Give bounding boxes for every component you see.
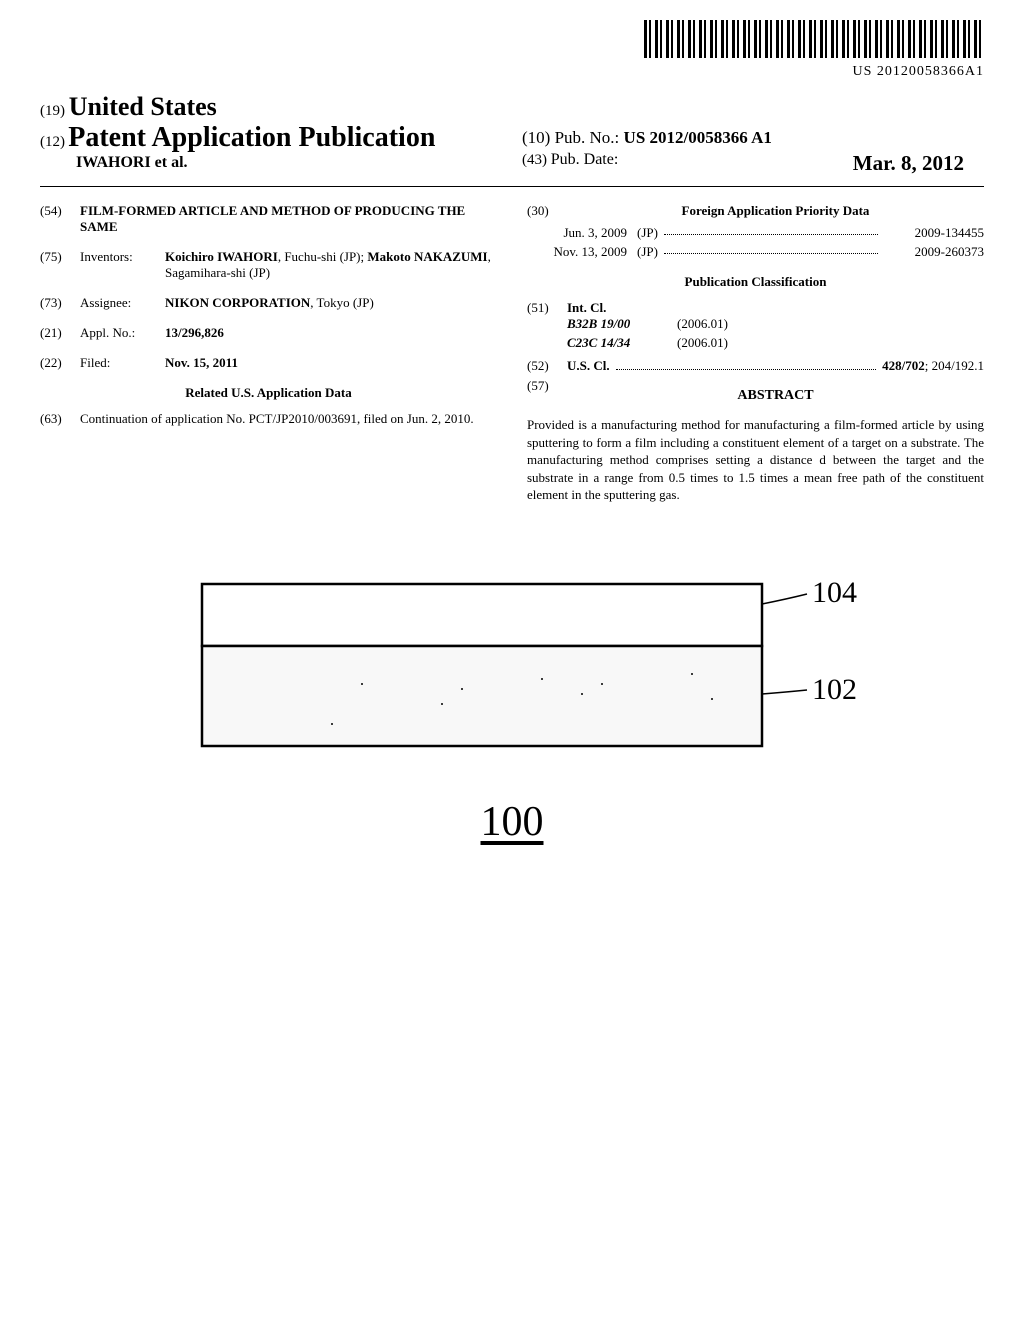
pub-class-heading: Publication Classification (527, 274, 984, 290)
inventor-1: Koichiro IWAHORI (165, 249, 278, 264)
filed-num: (22) (40, 355, 80, 371)
abstract-heading: ABSTRACT (567, 388, 984, 404)
uscl-value-rest: ; 204/192.1 (925, 358, 984, 374)
priority-row: Nov. 13, 2009 (JP) 2009-260373 (527, 244, 984, 260)
filed-field: (22) Filed: Nov. 15, 2011 (40, 355, 497, 371)
intcl-block: Int. Cl. B32B 19/00 (2006.01) C23C 14/34… (567, 300, 984, 354)
pub-no-line: (10) Pub. No.: US 2012/0058366 A1 (522, 128, 984, 148)
barcode-number: US 20120058366A1 (40, 64, 984, 80)
title-text: FILM-FORMED ARTICLE AND METHOD OF PRODUC… (80, 203, 497, 235)
figure-area: 104 102 100 (40, 564, 984, 846)
intcl-num: (51) (527, 300, 567, 316)
priority-table: Jun. 3, 2009 (JP) 2009-134455 Nov. 13, 2… (527, 225, 984, 260)
priority-country: (JP) (637, 244, 658, 260)
left-column: (54) FILM-FORMED ARTICLE AND METHOD OF P… (40, 203, 497, 504)
label-line-102 (762, 690, 807, 694)
assignee-label: Assignee: (80, 295, 165, 311)
barcode-region: US 20120058366A1 (40, 20, 984, 80)
abstract-num: (57) (527, 378, 567, 394)
pub-date-code: (43) (522, 152, 547, 168)
uscl-label: U.S. Cl. (567, 358, 610, 374)
priority-country: (JP) (637, 225, 658, 241)
abstract-body: Provided is a manufacturing method for m… (527, 416, 984, 504)
body-columns: (54) FILM-FORMED ARTICLE AND METHOD OF P… (40, 203, 984, 504)
intcl-date: (2006.01) (677, 316, 728, 332)
pub-date-line: (43) Pub. Date: Mar. 8, 2012 (522, 151, 984, 169)
assignee-num: (73) (40, 295, 80, 311)
assignee-name: NIKON CORPORATION (165, 295, 310, 310)
inventors-label: Inventors: (80, 249, 165, 265)
intcl-row: C23C 14/34 (2006.01) (567, 335, 984, 351)
uscl-dots (616, 360, 877, 370)
figure-top-layer (202, 584, 762, 646)
continuation-num: (63) (40, 411, 80, 427)
pub-title-line: (12) Patent Application Publication (40, 122, 502, 154)
intcl-row: B32B 19/00 (2006.01) (567, 316, 984, 332)
continuation-text: Continuation of application No. PCT/JP20… (80, 411, 497, 427)
foreign-heading: Foreign Application Priority Data (567, 203, 984, 219)
intcl-field: (51) Int. Cl. B32B 19/00 (2006.01) C23C … (527, 300, 984, 354)
uscl-row: U.S. Cl. 428/702; 204/192.1 (567, 358, 984, 374)
inventors-value: Koichiro IWAHORI, Fuchu-shi (JP); Makoto… (165, 249, 497, 281)
appl-no-field: (21) Appl. No.: 13/296,826 (40, 325, 497, 341)
intcl-code: C23C 14/34 (567, 335, 677, 351)
figure-svg: 104 102 (162, 564, 862, 764)
intcl-label: Int. Cl. (567, 300, 984, 316)
inventor-1-loc: , Fuchu-shi (JP); (278, 249, 368, 264)
country-name: United States (69, 92, 217, 121)
header: (19) United States (12) Patent Applicati… (40, 92, 984, 176)
authors: IWAHORI et al. (40, 154, 502, 172)
uscl-num: (52) (527, 358, 567, 374)
right-column: (30) Foreign Application Priority Data J… (527, 203, 984, 504)
pub-date-label: Pub. Date: (551, 151, 619, 168)
assignee-value: NIKON CORPORATION, Tokyo (JP) (165, 295, 497, 311)
title-num: (54) (40, 203, 80, 219)
inventors-num: (75) (40, 249, 80, 265)
priority-dots (664, 244, 878, 254)
filed-label: Filed: (80, 355, 165, 371)
barcode-graphic (644, 20, 984, 58)
title-field: (54) FILM-FORMED ARTICLE AND METHOD OF P… (40, 203, 497, 235)
priority-date: Jun. 3, 2009 (527, 225, 637, 241)
assignee-field: (73) Assignee: NIKON CORPORATION, Tokyo … (40, 295, 497, 311)
assignee-loc: , Tokyo (JP) (310, 295, 374, 310)
intcl-code: B32B 19/00 (567, 316, 677, 332)
abstract-heading-row: (57) ABSTRACT (527, 378, 984, 412)
appl-num: (21) (40, 325, 80, 341)
priority-dots (664, 225, 878, 235)
priority-row: Jun. 3, 2009 (JP) 2009-134455 (527, 225, 984, 241)
related-heading: Related U.S. Application Data (40, 385, 497, 401)
inventors-field: (75) Inventors: Koichiro IWAHORI, Fuchu-… (40, 249, 497, 281)
pub-code: (12) (40, 134, 65, 150)
foreign-priority-field: (30) Foreign Application Priority Data (527, 203, 984, 219)
inventor-2: Makoto NAKAZUMI (367, 249, 487, 264)
pub-no-value: US 2012/0058366 A1 (624, 128, 772, 147)
continuation-field: (63) Continuation of application No. PCT… (40, 411, 497, 427)
appl-value: 13/296,826 (165, 325, 497, 341)
country-line: (19) United States (40, 92, 502, 122)
pub-no-label: Pub. No.: (555, 128, 620, 147)
filed-value: Nov. 15, 2011 (165, 355, 497, 371)
country-code: (19) (40, 103, 65, 119)
figure-label-102: 102 (812, 673, 857, 706)
foreign-num: (30) (527, 203, 567, 219)
priority-number: 2009-134455 (884, 225, 984, 241)
appl-label: Appl. No.: (80, 325, 165, 341)
pub-title: Patent Application Publication (68, 122, 435, 153)
figure-number: 100 (40, 798, 984, 846)
uscl-value-bold: 428/702 (882, 358, 925, 374)
label-line-104 (762, 594, 807, 604)
figure-bottom-layer (202, 646, 762, 746)
header-divider (40, 186, 984, 187)
priority-number: 2009-260373 (884, 244, 984, 260)
uscl-field: (52) U.S. Cl. 428/702; 204/192.1 (527, 358, 984, 374)
pub-no-code: (10) (522, 128, 550, 147)
figure-label-104: 104 (812, 576, 857, 609)
intcl-date: (2006.01) (677, 335, 728, 351)
header-left: (19) United States (12) Patent Applicati… (40, 92, 502, 172)
pub-date-value: Mar. 8, 2012 (853, 151, 984, 176)
priority-date: Nov. 13, 2009 (527, 244, 637, 260)
header-right: (10) Pub. No.: US 2012/0058366 A1 (43) P… (502, 92, 984, 176)
authors-text: IWAHORI et al. (76, 154, 188, 171)
